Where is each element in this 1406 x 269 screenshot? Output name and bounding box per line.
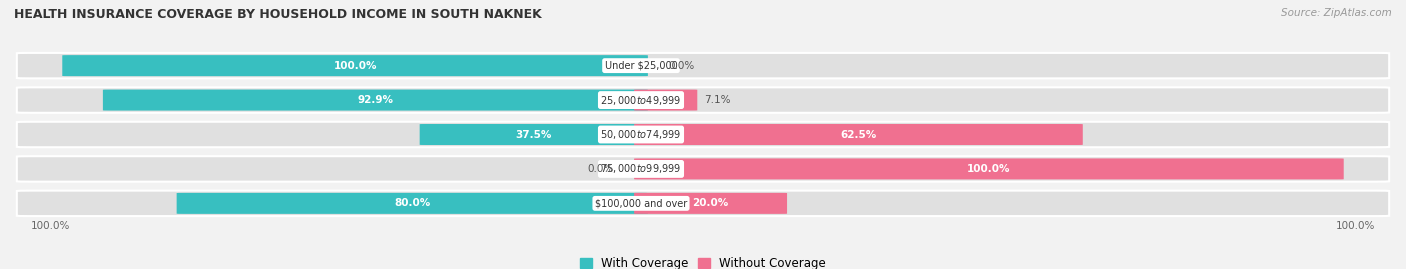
Text: Under $25,000: Under $25,000 [605, 61, 678, 71]
Text: 7.1%: 7.1% [704, 95, 731, 105]
FancyBboxPatch shape [634, 158, 1344, 179]
Text: $25,000 to $49,999: $25,000 to $49,999 [600, 94, 682, 107]
Text: 37.5%: 37.5% [516, 129, 553, 140]
Text: 0.0%: 0.0% [669, 61, 695, 71]
FancyBboxPatch shape [17, 122, 1389, 147]
Text: 100.0%: 100.0% [31, 221, 70, 231]
FancyBboxPatch shape [103, 90, 648, 111]
FancyBboxPatch shape [177, 193, 648, 214]
FancyBboxPatch shape [634, 124, 1083, 145]
Legend: With Coverage, Without Coverage: With Coverage, Without Coverage [575, 253, 831, 269]
Text: $75,000 to $99,999: $75,000 to $99,999 [600, 162, 682, 175]
Text: 100.0%: 100.0% [1336, 221, 1375, 231]
FancyBboxPatch shape [634, 193, 787, 214]
FancyBboxPatch shape [17, 191, 1389, 216]
Text: 80.0%: 80.0% [394, 198, 430, 208]
Text: 100.0%: 100.0% [333, 61, 377, 71]
Text: $50,000 to $74,999: $50,000 to $74,999 [600, 128, 682, 141]
FancyBboxPatch shape [634, 90, 697, 111]
Text: 92.9%: 92.9% [357, 95, 394, 105]
Text: 0.0%: 0.0% [588, 164, 613, 174]
FancyBboxPatch shape [17, 156, 1389, 182]
Text: $100,000 and over: $100,000 and over [595, 198, 688, 208]
Text: HEALTH INSURANCE COVERAGE BY HOUSEHOLD INCOME IN SOUTH NAKNEK: HEALTH INSURANCE COVERAGE BY HOUSEHOLD I… [14, 8, 541, 21]
Text: Source: ZipAtlas.com: Source: ZipAtlas.com [1281, 8, 1392, 18]
FancyBboxPatch shape [62, 55, 648, 76]
Text: 62.5%: 62.5% [841, 129, 876, 140]
Text: 100.0%: 100.0% [967, 164, 1011, 174]
Text: 20.0%: 20.0% [692, 198, 728, 208]
FancyBboxPatch shape [17, 53, 1389, 78]
FancyBboxPatch shape [17, 87, 1389, 113]
FancyBboxPatch shape [419, 124, 648, 145]
